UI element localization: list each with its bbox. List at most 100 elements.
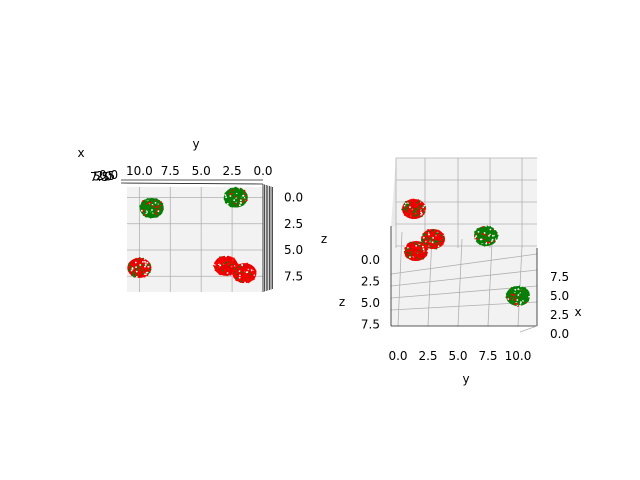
right-cluster-point bbox=[413, 251, 415, 253]
left-cluster-point bbox=[147, 269, 150, 272]
left-cluster-point bbox=[234, 202, 237, 205]
left-depth-lines bbox=[120, 179, 274, 292]
right-cluster-point bbox=[522, 298, 525, 301]
right-cluster-point bbox=[515, 302, 518, 305]
left-cluster-point bbox=[240, 189, 243, 192]
left-cluster-point bbox=[147, 272, 150, 275]
right-cluster-point bbox=[426, 231, 429, 234]
right-y-tick-label: 5.0 bbox=[448, 349, 467, 363]
left-cluster-point bbox=[252, 275, 254, 278]
right-cluster-point bbox=[506, 291, 509, 294]
left-z-tick-label: 2.5 bbox=[284, 217, 303, 231]
left-cluster-point bbox=[219, 264, 222, 267]
right-x-ticks: 0.0 2.5 5.0 7.5 bbox=[550, 270, 569, 341]
right-cluster-point bbox=[442, 233, 445, 236]
left-cluster-point bbox=[234, 204, 237, 207]
left-cluster-point bbox=[150, 212, 153, 215]
left-cluster-point bbox=[233, 259, 235, 262]
right-cluster-point bbox=[422, 242, 425, 245]
right-cluster-point bbox=[423, 209, 426, 212]
left-cluster-point bbox=[236, 195, 239, 198]
right-cluster-point bbox=[405, 213, 408, 216]
right-cluster-point bbox=[419, 208, 421, 211]
right-cluster-point bbox=[518, 286, 521, 288]
left-y-tick-label: 5.0 bbox=[192, 164, 211, 178]
right-cluster-point bbox=[405, 248, 408, 251]
right-cluster-point bbox=[421, 236, 424, 239]
right-x-tick-label: 2.5 bbox=[550, 308, 569, 322]
left-cluster-point bbox=[143, 272, 146, 274]
left-cluster-point bbox=[247, 279, 249, 282]
left-y-tick-label: 7.5 bbox=[161, 164, 180, 178]
right-cluster-point bbox=[406, 245, 408, 248]
left-cluster-point bbox=[142, 272, 144, 275]
left-x-tick-label: 2.5 bbox=[96, 169, 115, 183]
right-cluster-point bbox=[418, 206, 420, 209]
left-cluster-point bbox=[145, 215, 148, 218]
right-cluster-point bbox=[474, 230, 477, 233]
right-cluster-point bbox=[435, 247, 438, 250]
left-cluster-point bbox=[156, 204, 159, 207]
left-cluster-point bbox=[138, 257, 141, 259]
right-cluster-point bbox=[403, 213, 406, 216]
left-cluster-point bbox=[134, 261, 137, 264]
left-cluster-point bbox=[132, 274, 135, 277]
left-cluster-point bbox=[225, 255, 227, 258]
left-cluster-point bbox=[233, 257, 235, 260]
right-cluster-point bbox=[508, 298, 511, 301]
right-cluster-point bbox=[420, 205, 423, 207]
left-cluster-point bbox=[245, 263, 248, 265]
right-floor-vline bbox=[457, 238, 463, 327]
right-cluster-point bbox=[423, 233, 426, 236]
left-cluster-point bbox=[247, 281, 250, 284]
left-cluster-point bbox=[220, 258, 223, 261]
left-cluster-point bbox=[128, 267, 131, 270]
left-cluster-point bbox=[161, 202, 164, 205]
left-cluster-point bbox=[139, 205, 142, 208]
right-cluster-point bbox=[411, 198, 413, 201]
left-cluster-point bbox=[160, 201, 163, 204]
left-cluster-point bbox=[147, 266, 150, 268]
left-cluster-point bbox=[140, 269, 143, 271]
left-cluster-point bbox=[231, 266, 233, 268]
right-cluster-point bbox=[409, 253, 412, 255]
left-cluster-point bbox=[235, 269, 238, 272]
left-cluster-point bbox=[141, 275, 144, 278]
left-cluster-point bbox=[234, 272, 237, 274]
right-cluster-point bbox=[483, 234, 486, 236]
right-cluster-point bbox=[421, 212, 423, 215]
right-cluster-point bbox=[528, 295, 531, 298]
left-cluster-point bbox=[229, 187, 232, 190]
left-cluster-point bbox=[227, 255, 230, 258]
right-cluster-point bbox=[480, 240, 483, 242]
right-y-tick-label: 0.0 bbox=[388, 349, 407, 363]
right-cluster-point bbox=[505, 293, 508, 295]
right-cluster-point bbox=[404, 206, 406, 208]
left-cluster-point bbox=[132, 271, 135, 274]
left-cluster-point bbox=[146, 206, 148, 209]
left-cluster bbox=[127, 257, 152, 278]
left-cluster-point bbox=[241, 189, 244, 192]
left-cluster-point bbox=[234, 195, 237, 198]
right-cluster-point bbox=[482, 226, 484, 228]
left-x-tick-label: 7.5 bbox=[90, 170, 109, 184]
right-cluster-point bbox=[476, 239, 478, 242]
right-cluster-point bbox=[436, 232, 439, 235]
left-cluster-point bbox=[156, 203, 158, 205]
left-cluster-point bbox=[145, 208, 148, 211]
right-cluster-point bbox=[527, 299, 530, 302]
right-cluster-point bbox=[479, 228, 481, 231]
right-cluster-point bbox=[492, 234, 494, 237]
left-cluster-point bbox=[150, 211, 153, 214]
right-cluster-point bbox=[489, 226, 492, 228]
right-cluster-point bbox=[480, 236, 483, 239]
left-cluster-point bbox=[132, 264, 135, 267]
right-floor-vline bbox=[487, 242, 493, 327]
right-z-tick-label: 5.0 bbox=[361, 296, 380, 310]
left-cluster-point bbox=[236, 275, 239, 278]
left-cluster-point bbox=[223, 260, 226, 263]
right-cluster-point bbox=[423, 204, 426, 207]
right-cluster-point bbox=[442, 237, 445, 240]
right-cluster-point bbox=[409, 241, 412, 244]
right-cluster-point bbox=[419, 248, 421, 250]
